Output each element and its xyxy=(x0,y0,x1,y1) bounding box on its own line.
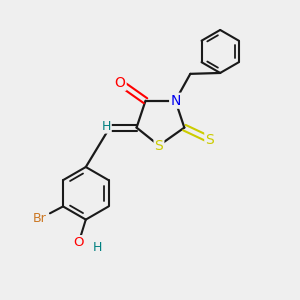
Text: Br: Br xyxy=(33,212,46,225)
Text: O: O xyxy=(73,236,84,249)
Text: S: S xyxy=(205,133,214,146)
Text: H: H xyxy=(101,120,111,133)
Text: H: H xyxy=(93,241,102,254)
Text: O: O xyxy=(115,76,126,90)
Text: N: N xyxy=(170,94,181,108)
Text: S: S xyxy=(154,139,163,152)
